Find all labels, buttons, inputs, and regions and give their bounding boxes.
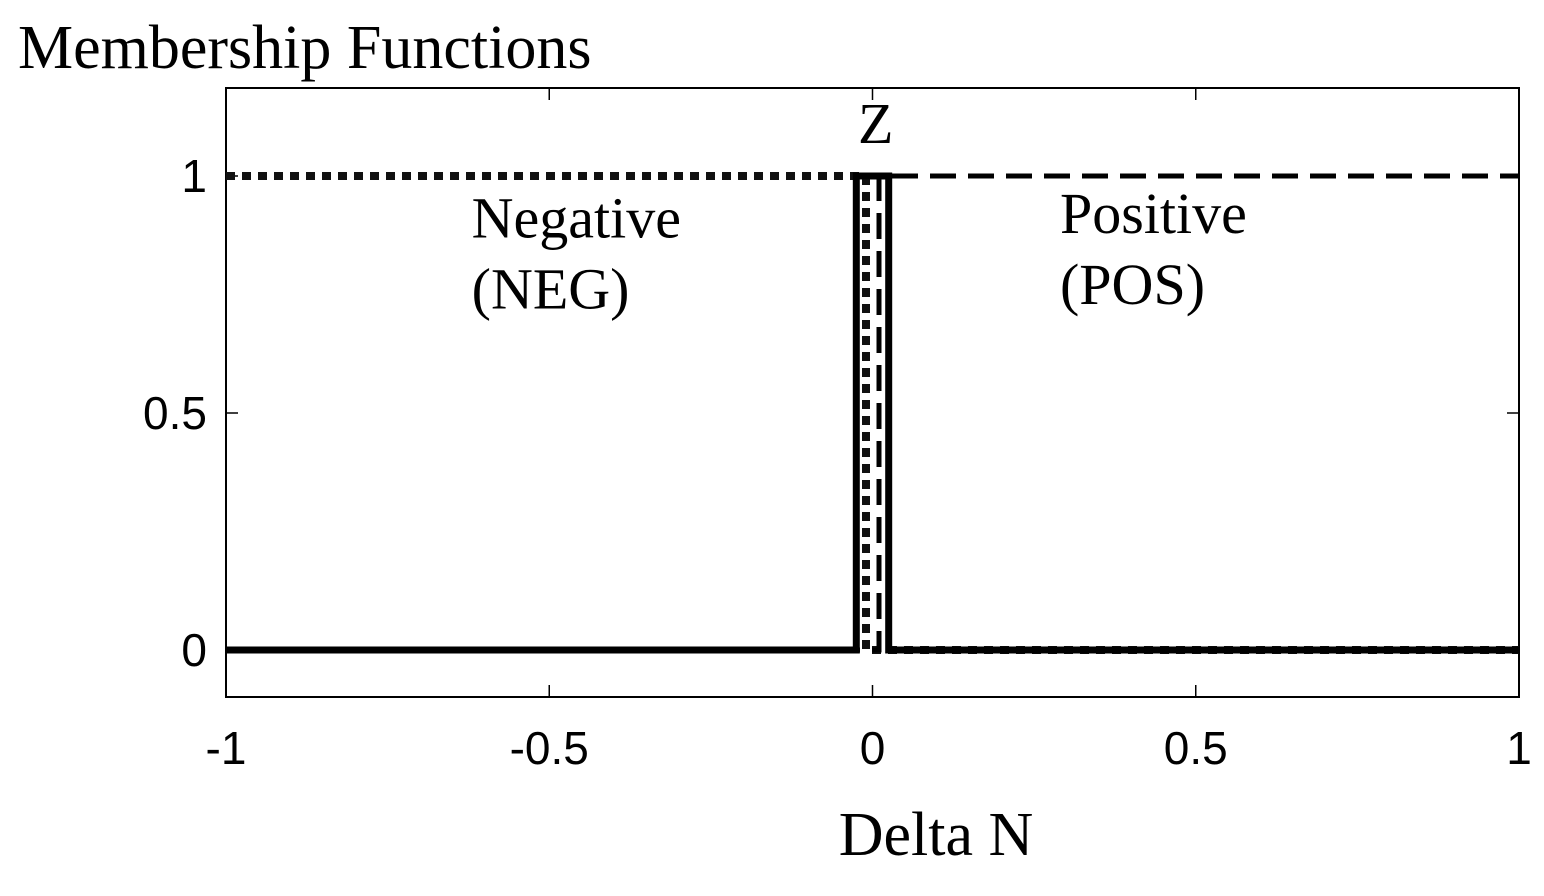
x-tick-label: -1 — [206, 722, 247, 774]
x-tick-label: 1 — [1506, 722, 1532, 774]
y-tick-label: 0.5 — [143, 387, 207, 439]
annotation-z: Z — [858, 91, 893, 156]
series-line-solid — [226, 172, 1519, 654]
series-line-dotted — [226, 172, 1519, 654]
x-axis-label: Delta N — [839, 801, 1034, 869]
x-tick-label: 0 — [860, 722, 886, 774]
chart-title: Membership Functions — [18, 14, 591, 82]
y-tick-label: 1 — [181, 150, 207, 202]
plot-area: -1 -0.5 0 0.5 1 0 0.5 1 Negative(NEG) Z Positive(P… — [143, 87, 1532, 774]
series-line-dashed — [226, 173, 1519, 653]
y-tick-label: 0 — [181, 624, 207, 676]
annotation-neg-line2: (NEG) — [472, 257, 630, 322]
annotation-pos-line2: (POS) — [1060, 252, 1205, 317]
annotation-pos-line1: Positive — [1060, 181, 1247, 246]
x-tick-label: -0.5 — [510, 722, 589, 774]
x-tick-label: 0.5 — [1164, 722, 1228, 774]
annotation-neg-line1: Negative — [472, 186, 681, 251]
